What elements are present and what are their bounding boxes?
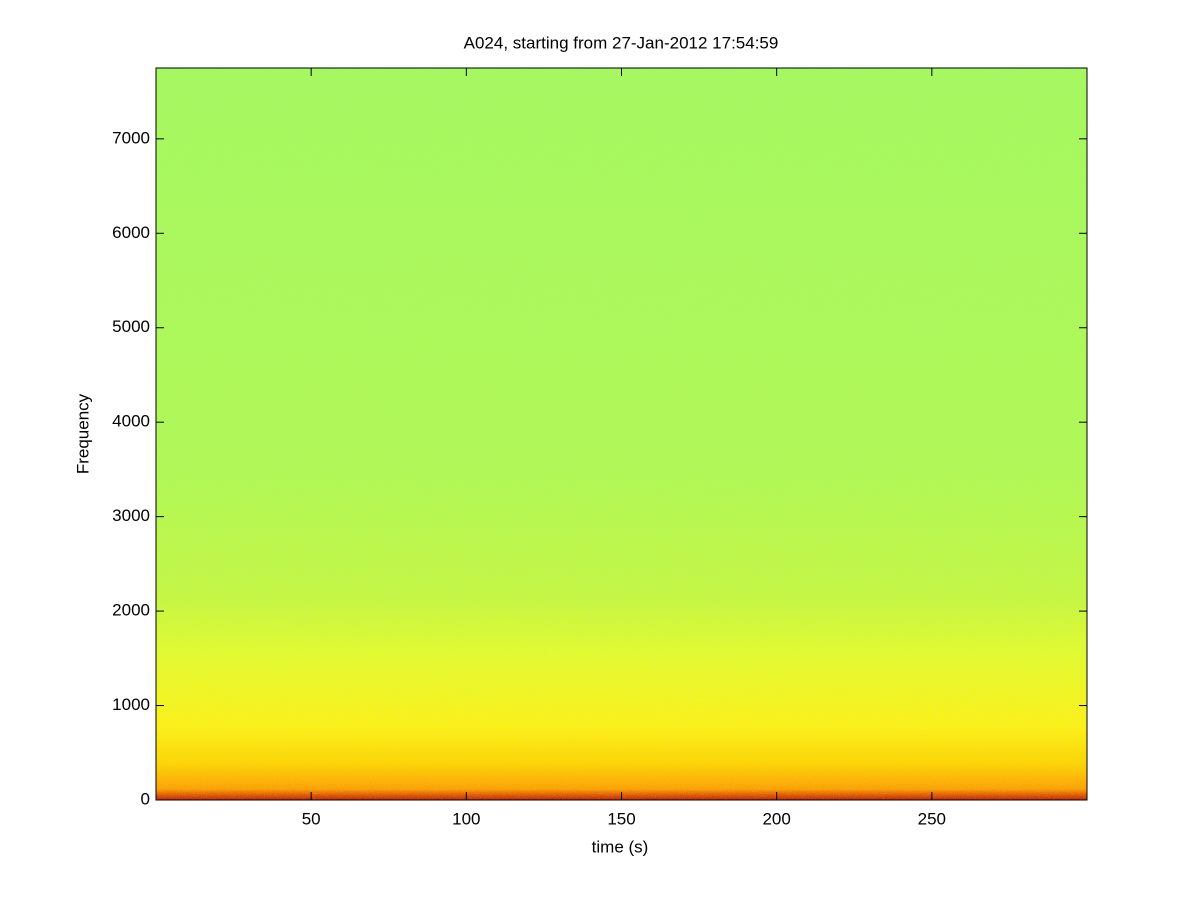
y-tick-label: 5000: [112, 317, 150, 336]
x-axis-label: time (s): [592, 837, 649, 856]
y-tick-label: 3000: [112, 506, 150, 525]
y-tick-label: 1000: [112, 695, 150, 714]
x-tick-label: 200: [762, 809, 790, 828]
y-axis-label: Frequency: [73, 393, 92, 474]
x-tick-label: 100: [452, 809, 480, 828]
y-tick-label: 6000: [112, 223, 150, 242]
x-tick-label: 150: [607, 809, 635, 828]
x-tick-label: 50: [302, 809, 321, 828]
y-tick-label: 7000: [112, 128, 150, 147]
y-tick-label: 4000: [112, 412, 150, 431]
y-tick-label: 2000: [112, 601, 150, 620]
x-tick-label: 250: [918, 809, 946, 828]
y-tick-label: 0: [141, 789, 150, 808]
chart-title: A024, starting from 27-Jan-2012 17:54:59: [464, 33, 779, 52]
spectrogram-noise: [156, 68, 1087, 800]
